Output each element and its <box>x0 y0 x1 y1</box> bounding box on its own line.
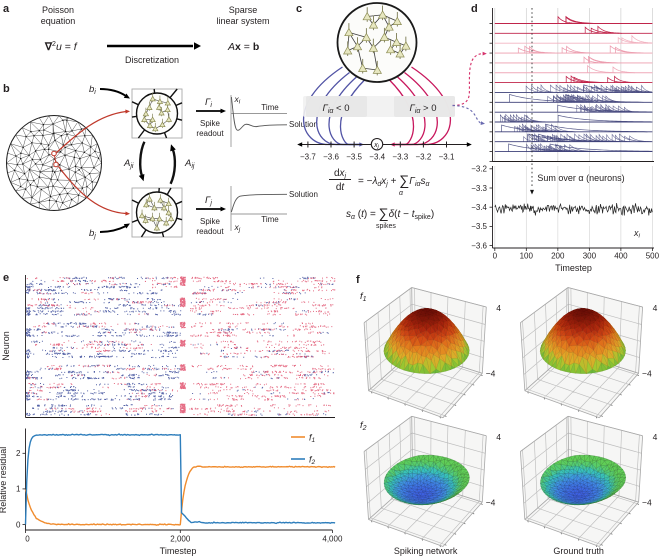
svg-text:Timestep: Timestep <box>555 263 592 273</box>
svg-text:400: 400 <box>614 252 628 261</box>
svg-text:Ax = b: Ax = b <box>227 41 259 53</box>
svg-text:100: 100 <box>520 252 534 261</box>
svg-text:4: 4 <box>496 303 501 313</box>
svg-text:200: 200 <box>551 252 565 261</box>
svg-text:−4: −4 <box>642 369 652 379</box>
svg-text:f: f <box>356 274 360 286</box>
svg-text:−4: −4 <box>486 498 496 508</box>
svg-text:−3.7: −3.7 <box>300 153 316 162</box>
svg-text:dxj: dxj <box>334 168 347 180</box>
svg-text:linear system: linear system <box>216 16 269 26</box>
svg-text:4: 4 <box>496 432 501 442</box>
svg-text:a: a <box>3 3 10 15</box>
svg-text:−3.4: −3.4 <box>369 153 385 162</box>
svg-text:bi: bi <box>89 84 96 96</box>
svg-text:4: 4 <box>653 303 658 313</box>
svg-text:Spike: Spike <box>200 217 221 226</box>
svg-text:f2: f2 <box>360 420 367 432</box>
svg-text:xi: xi <box>633 228 641 240</box>
svg-text:−4: −4 <box>486 369 496 379</box>
svg-text:Solution: Solution <box>289 190 318 199</box>
svg-text:xi: xi <box>234 94 241 106</box>
svg-text:−3.4: −3.4 <box>471 203 487 212</box>
svg-text:4,000: 4,000 <box>322 535 343 544</box>
svg-text:∇2u = f: ∇2u = f <box>44 41 78 53</box>
svg-text:Discretization: Discretization <box>125 55 179 65</box>
svg-text:sα (t) = ∑δ(t − tspike): sα (t) = ∑δ(t − tspike) <box>346 205 434 221</box>
svg-text:Γi: Γi <box>205 97 212 109</box>
svg-text:Aij: Aij <box>184 158 195 170</box>
svg-text:1: 1 <box>16 485 21 494</box>
svg-text:xj: xj <box>373 140 380 150</box>
svg-text:0: 0 <box>16 520 21 529</box>
svg-text:Γiα < 0: Γiα < 0 <box>322 103 349 115</box>
svg-text:−3.6: −3.6 <box>471 241 487 250</box>
svg-text:−3.5: −3.5 <box>346 153 362 162</box>
svg-text:Sum over α (neurons): Sum over α (neurons) <box>537 173 624 183</box>
svg-text:−3.3: −3.3 <box>471 184 487 193</box>
svg-text:2: 2 <box>16 449 21 458</box>
svg-text:equation: equation <box>41 16 76 26</box>
svg-text:−3.6: −3.6 <box>323 153 339 162</box>
svg-text:500: 500 <box>646 252 660 261</box>
svg-text:d: d <box>471 3 478 15</box>
svg-text:Time: Time <box>261 103 279 112</box>
svg-text:300: 300 <box>583 252 597 261</box>
svg-text:c: c <box>296 3 302 15</box>
svg-text:0: 0 <box>25 535 30 544</box>
svg-text:0: 0 <box>493 252 498 261</box>
svg-text:xj: xj <box>234 222 241 234</box>
svg-text:b: b <box>3 83 10 95</box>
svg-text:Relative residual: Relative residual <box>0 447 8 514</box>
svg-text:Aji: Aji <box>123 158 134 170</box>
svg-text:Γj: Γj <box>205 195 212 207</box>
svg-text:−3.3: −3.3 <box>392 153 408 162</box>
svg-text:bj: bj <box>89 228 96 240</box>
svg-text:−3.5: −3.5 <box>471 222 487 231</box>
svg-text:−4: −4 <box>642 498 652 508</box>
svg-text:readout: readout <box>196 129 224 138</box>
svg-text:Sparse: Sparse <box>229 5 258 15</box>
svg-text:2,000: 2,000 <box>170 535 191 544</box>
svg-text:4: 4 <box>653 432 658 442</box>
svg-text:f2: f2 <box>309 455 316 467</box>
svg-text:= −λdxj + ∑Γiαsα: = −λdxj + ∑Γiαsα <box>358 172 431 188</box>
svg-text:α: α <box>399 190 404 197</box>
svg-text:readout: readout <box>196 227 224 236</box>
svg-text:−3.2: −3.2 <box>416 153 432 162</box>
svg-text:dt: dt <box>336 182 346 193</box>
svg-text:Neuron: Neuron <box>1 331 11 361</box>
svg-text:Γiα > 0: Γiα > 0 <box>409 103 436 115</box>
svg-text:f1: f1 <box>309 433 316 445</box>
svg-text:−3.2: −3.2 <box>471 165 487 174</box>
svg-text:−3.1: −3.1 <box>439 153 455 162</box>
svg-text:Spike: Spike <box>200 119 221 128</box>
svg-text:Ground truth: Ground truth <box>553 546 604 556</box>
svg-text:Spiking network: Spiking network <box>394 546 458 556</box>
svg-text:e: e <box>3 272 9 284</box>
svg-text:Poisson: Poisson <box>42 5 74 15</box>
svg-text:spikes: spikes <box>376 223 396 230</box>
svg-text:f1: f1 <box>360 291 367 303</box>
svg-text:Time: Time <box>261 215 279 224</box>
svg-text:Timestep: Timestep <box>160 546 197 556</box>
